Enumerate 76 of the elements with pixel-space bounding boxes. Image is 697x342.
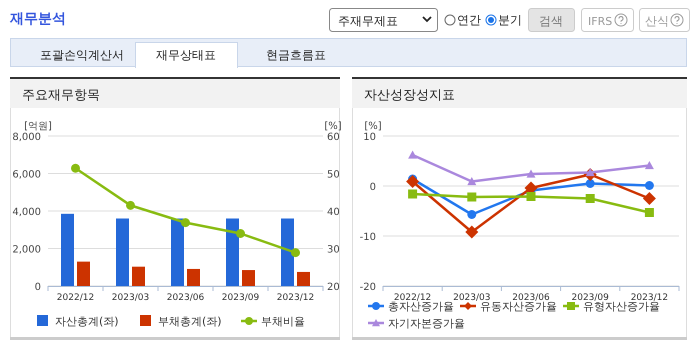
legend-label: 부채비율 — [261, 315, 305, 328]
legend-label: 유형자산증가율 — [583, 300, 660, 313]
y-tick-label: 0 — [34, 282, 41, 293]
point — [526, 192, 536, 201]
y2-tick-label: 50 — [327, 170, 340, 180]
legend-label: 유동자산증가율 — [480, 300, 557, 313]
point — [467, 210, 476, 219]
point — [408, 190, 418, 198]
text: 재무분석 — [9, 11, 66, 27]
x-tick-label: 2023/12 — [630, 293, 668, 303]
x-tick-label: 2023/09 — [572, 293, 610, 303]
point — [408, 150, 418, 159]
y-tick-label: 0 — [370, 182, 376, 193]
legend-label: 총자산증가율 — [388, 300, 454, 313]
point — [467, 192, 476, 202]
y2-tick-label: 30 — [327, 244, 340, 256]
y-tick-label: 4,000 — [12, 207, 41, 218]
y-tick-label: 10 — [363, 132, 376, 143]
text: 분기 — [498, 13, 522, 27]
bar — [281, 218, 294, 286]
point — [644, 181, 654, 190]
x-tick-label: 2023/09 — [222, 293, 260, 303]
text: 산식 — [645, 14, 669, 28]
x-tick-label: 2022/12 — [56, 293, 94, 303]
text: IFRS — [588, 15, 612, 28]
y-tick-label: -10 — [360, 232, 376, 243]
bar — [116, 218, 129, 286]
point — [291, 248, 300, 258]
point — [467, 177, 476, 186]
point — [181, 218, 190, 228]
x-tick-label: 2023/06 — [512, 293, 550, 303]
text: 포괄손익계산서 — [40, 48, 124, 62]
bar — [77, 262, 90, 286]
y2-tick-label: 20 — [327, 282, 340, 293]
legend-label: 부채총계(좌) — [158, 315, 222, 328]
x-tick-label: 2022/12 — [394, 293, 432, 303]
y-tick-label: 2,000 — [12, 244, 41, 256]
point — [406, 175, 420, 188]
point — [465, 226, 478, 238]
point — [586, 179, 595, 188]
y-tick-label: 6,000 — [12, 170, 41, 180]
point — [71, 164, 80, 173]
point — [644, 161, 654, 170]
x-tick-label: 2023/03 — [112, 293, 150, 303]
bar — [171, 218, 184, 286]
point — [586, 194, 595, 203]
chart-title: 자산성장성지표 — [364, 88, 455, 103]
point — [236, 229, 245, 238]
dropdown-field: 주재무제표 — [329, 8, 438, 32]
bar — [242, 270, 255, 286]
y2-tick-label: 60 — [327, 132, 340, 143]
text: 재무상태표 — [156, 48, 216, 62]
bar — [61, 214, 74, 286]
bar — [187, 268, 200, 286]
legend-label: 자기자본증가율 — [388, 317, 465, 330]
bar — [132, 266, 145, 286]
point — [644, 208, 654, 217]
point — [126, 200, 135, 210]
x-tick-label: 2023/03 — [453, 293, 490, 303]
text: 검색 — [539, 14, 563, 28]
x-tick-label: 2023/12 — [276, 293, 314, 303]
bar — [297, 272, 310, 286]
legend-label: 자산총계(좌) — [55, 315, 119, 328]
y-tick-label: 8,000 — [12, 132, 41, 143]
y-axis-title: [억원] — [24, 121, 52, 132]
y-tick-label: -20 — [360, 282, 376, 293]
y-axis-title: [%] — [364, 121, 382, 132]
point — [526, 170, 536, 178]
text: 연간 — [457, 13, 481, 27]
x-tick-label: 2023/06 — [166, 293, 204, 303]
chart-title: 주요재무항목 — [22, 88, 100, 103]
point — [642, 192, 656, 205]
y2-axis-title: [%] — [324, 121, 342, 132]
bar — [226, 218, 239, 286]
text: 현금흐름표 — [266, 48, 326, 62]
y2-tick-label: 40 — [327, 207, 340, 218]
